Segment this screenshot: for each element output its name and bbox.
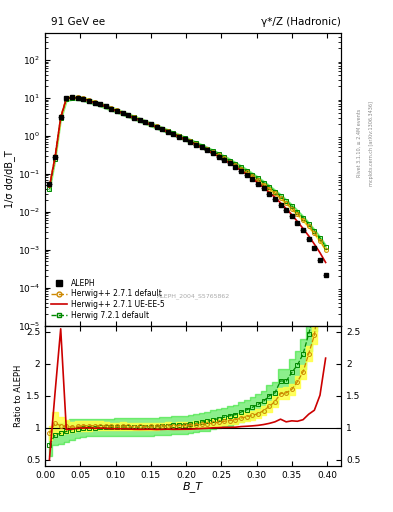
- Y-axis label: Ratio to ALEPH: Ratio to ALEPH: [14, 365, 23, 427]
- Text: 91 GeV ee: 91 GeV ee: [51, 17, 105, 27]
- Text: Rivet 3.1.10, ≥ 2.4M events: Rivet 3.1.10, ≥ 2.4M events: [357, 109, 362, 178]
- Y-axis label: 1/σ dσ/dB_T: 1/σ dσ/dB_T: [4, 151, 15, 208]
- X-axis label: B_T: B_T: [183, 481, 203, 492]
- Text: γ*/Z (Hadronic): γ*/Z (Hadronic): [261, 17, 341, 27]
- Text: mcplots.cern.ch [arXiv:1306.3436]: mcplots.cern.ch [arXiv:1306.3436]: [369, 101, 374, 186]
- Text: ALEPH_2004_S5765862: ALEPH_2004_S5765862: [156, 293, 230, 299]
- Legend: ALEPH, Herwig++ 2.7.1 default, Herwig++ 2.7.1 UE-EE-5, Herwig 7.2.1 default: ALEPH, Herwig++ 2.7.1 default, Herwig++ …: [49, 277, 167, 322]
